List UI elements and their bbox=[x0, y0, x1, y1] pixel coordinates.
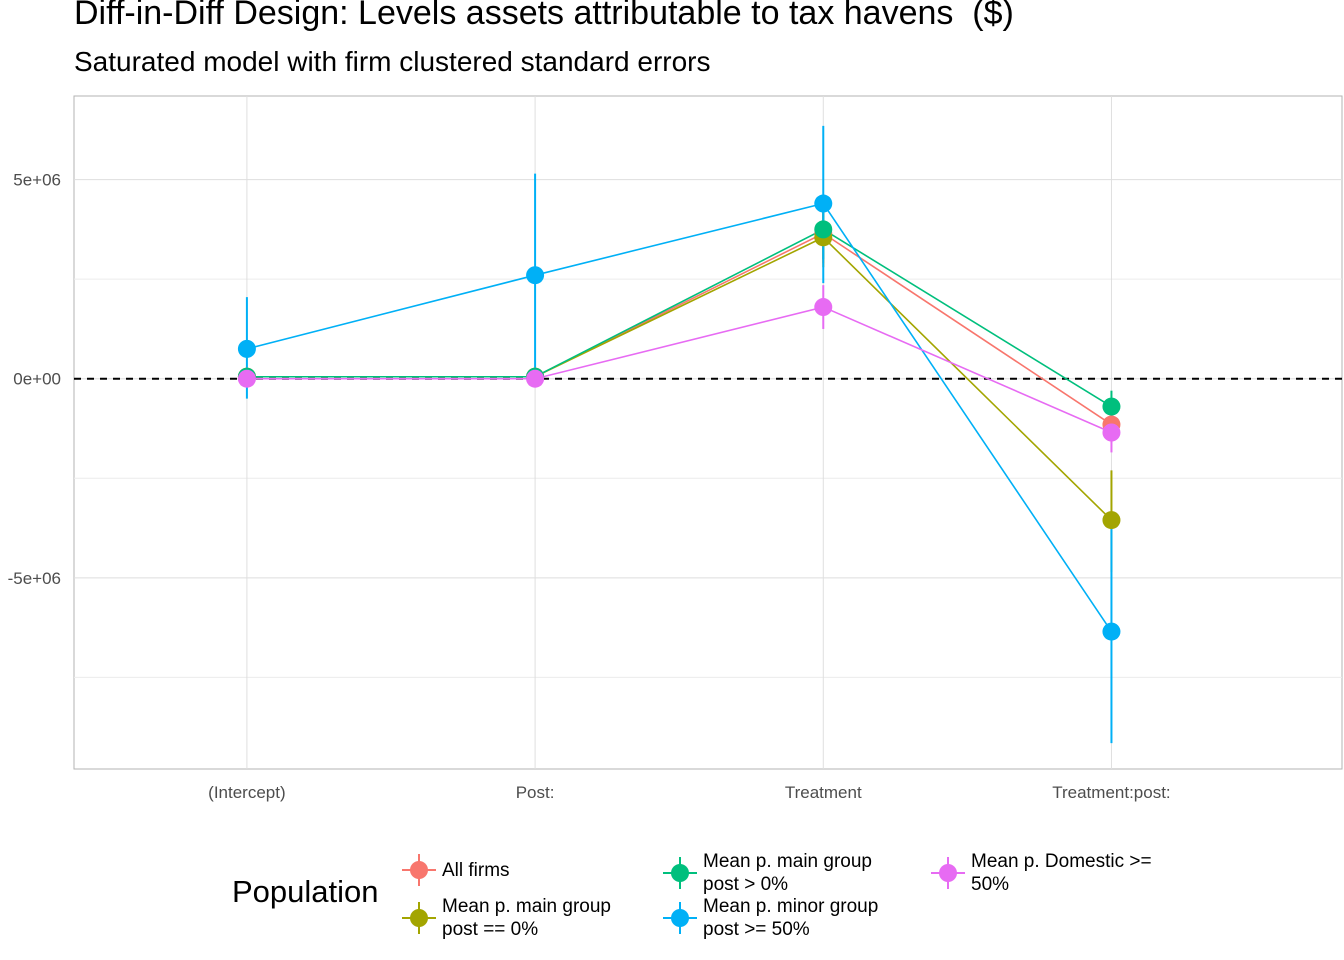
data-point bbox=[237, 369, 256, 388]
x-tick-label: (Intercept) bbox=[208, 783, 285, 802]
data-point bbox=[1102, 511, 1121, 530]
legend-key-icon bbox=[663, 902, 697, 934]
series-line bbox=[246, 306, 1112, 434]
legend-item-main-group-post-0[interactable]: Mean p. main group post == 0% bbox=[400, 895, 611, 941]
series-line bbox=[246, 202, 1113, 633]
legend-item-minor-group-post-50[interactable]: Mean p. minor group post >= 50% bbox=[661, 895, 878, 941]
data-point bbox=[814, 194, 833, 213]
legend-key-icon bbox=[402, 902, 436, 934]
legend-title: Population bbox=[232, 874, 379, 909]
legend-label: Mean p. Domestic >= 50% bbox=[971, 851, 1152, 895]
chart-subtitle: Saturated model with firm clustered stan… bbox=[74, 46, 711, 77]
legend-label: All firms bbox=[442, 859, 510, 881]
plot-panel bbox=[73, 95, 1343, 770]
legend-item-domestic-50[interactable]: Mean p. Domestic >= 50% bbox=[929, 850, 1152, 896]
plot: -5e+06 0e+00 5e+06 (Intercept) Post: Treatmen… bbox=[8, 95, 1343, 802]
chart-title: Diff-in-Diff Design: Levels assets attri… bbox=[74, 0, 1014, 32]
y-tick-label: 0e+00 bbox=[13, 370, 61, 389]
legend-key-icon bbox=[402, 854, 436, 886]
series-line bbox=[246, 232, 1112, 426]
data-point bbox=[1102, 423, 1121, 442]
x-tick-label: Treatment bbox=[785, 783, 862, 802]
y-tick-label: 5e+06 bbox=[13, 171, 61, 190]
x-tick-label: Treatment:post: bbox=[1052, 783, 1170, 802]
data-point bbox=[814, 298, 833, 317]
legend-item-all-firms[interactable]: All firms bbox=[400, 850, 510, 890]
y-tick-label: -5e+06 bbox=[8, 569, 61, 588]
legend-label: Mean p. main group post == 0% bbox=[442, 896, 611, 940]
data-point bbox=[526, 266, 545, 285]
legend-item-main-group-post-gt-0[interactable]: Mean p. main group post > 0% bbox=[661, 850, 872, 896]
legend-key-icon bbox=[663, 857, 697, 889]
x-tick-label: Post: bbox=[516, 783, 555, 802]
legend-label: Mean p. minor group post >= 50% bbox=[703, 896, 879, 940]
data-point bbox=[1102, 397, 1121, 416]
data-point bbox=[814, 220, 833, 239]
series-line bbox=[246, 228, 1112, 408]
legend-key-icon bbox=[931, 857, 965, 889]
data-point bbox=[237, 339, 256, 358]
data-point bbox=[526, 369, 545, 388]
legend-label: Mean p. main group post > 0% bbox=[703, 851, 872, 895]
data-point bbox=[1102, 622, 1121, 641]
